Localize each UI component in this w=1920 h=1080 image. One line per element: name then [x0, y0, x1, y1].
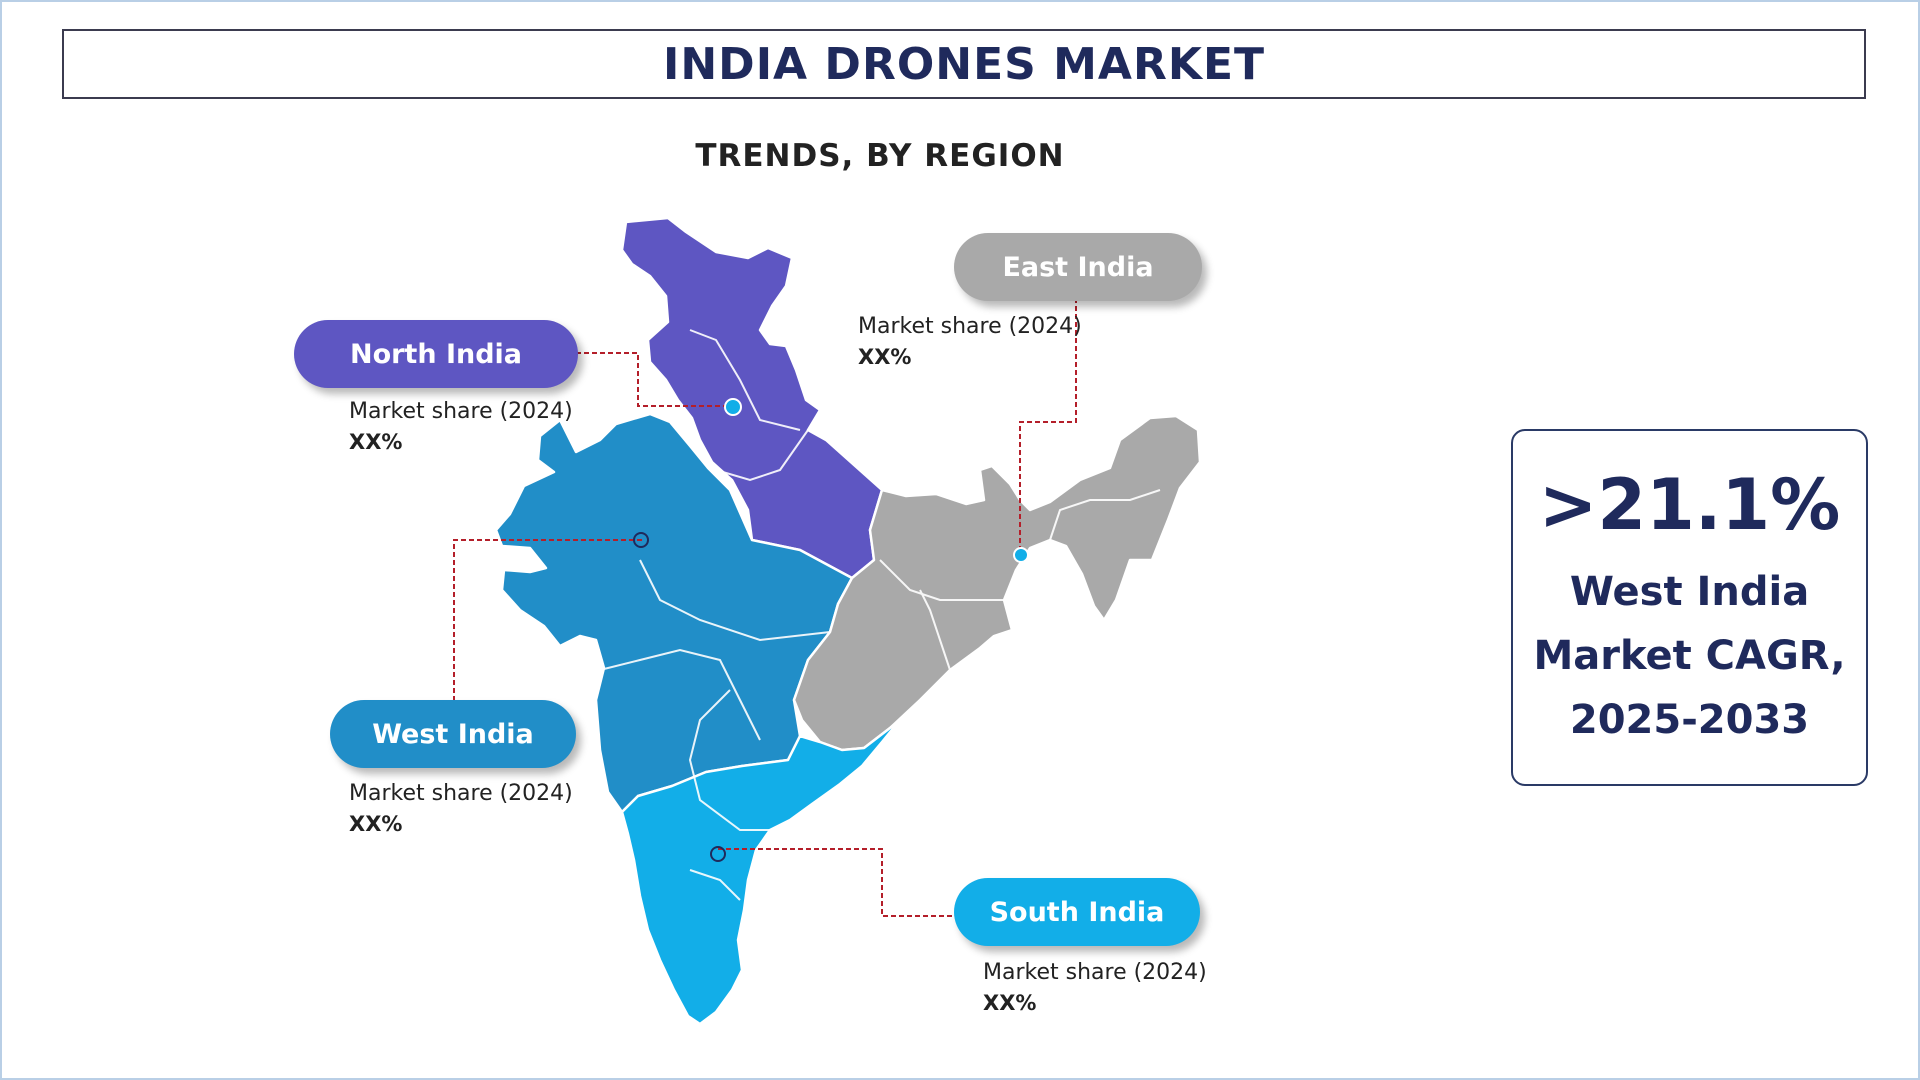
- cagr-label: West India Market CAGR, 2025-2033: [1520, 560, 1860, 752]
- cagr-label-line1: West India: [1569, 568, 1810, 615]
- south-india-share: Market share (2024) XX%: [983, 957, 1207, 1019]
- south-india-marker: [710, 846, 726, 862]
- north-india-label: North India: [294, 320, 578, 388]
- west-india-share-value: XX%: [349, 812, 403, 836]
- north-india-share-label: Market share (2024): [349, 399, 573, 424]
- east-india-marker: [1013, 547, 1029, 563]
- east-india-share-label: Market share (2024): [858, 314, 1082, 339]
- north-india-marker: [724, 398, 742, 416]
- cagr-callout: >21.1% West India Market CAGR, 2025-2033: [1511, 429, 1868, 786]
- west-india-share-label: Market share (2024): [349, 781, 573, 806]
- east-india-share: Market share (2024) XX%: [858, 311, 1082, 373]
- south-india-share-value: XX%: [983, 991, 1037, 1015]
- cagr-label-line2: Market CAGR,: [1533, 632, 1846, 679]
- west-india-marker: [633, 532, 649, 548]
- east-india-share-value: XX%: [858, 345, 912, 369]
- north-india-share-value: XX%: [349, 430, 403, 454]
- title-banner: INDIA DRONES MARKET: [62, 29, 1866, 99]
- state-boundaries: [599, 329, 1161, 901]
- chart-subtitle: TRENDS, BY REGION: [695, 138, 1065, 174]
- west-india-share: Market share (2024) XX%: [349, 778, 573, 840]
- south-india-share-label: Market share (2024): [983, 960, 1207, 985]
- west-india-label: West India: [330, 700, 576, 768]
- east-india-label: East India: [954, 233, 1202, 301]
- north-india-share: Market share (2024) XX%: [349, 396, 573, 458]
- cagr-label-line3: 2025-2033: [1569, 696, 1810, 743]
- cagr-value: >21.1%: [1538, 463, 1841, 546]
- south-india-label: South India: [954, 878, 1200, 946]
- connector-lines: [453, 290, 1077, 917]
- page-title: INDIA DRONES MARKET: [662, 38, 1266, 90]
- region-south-india-shape: [620, 718, 902, 1026]
